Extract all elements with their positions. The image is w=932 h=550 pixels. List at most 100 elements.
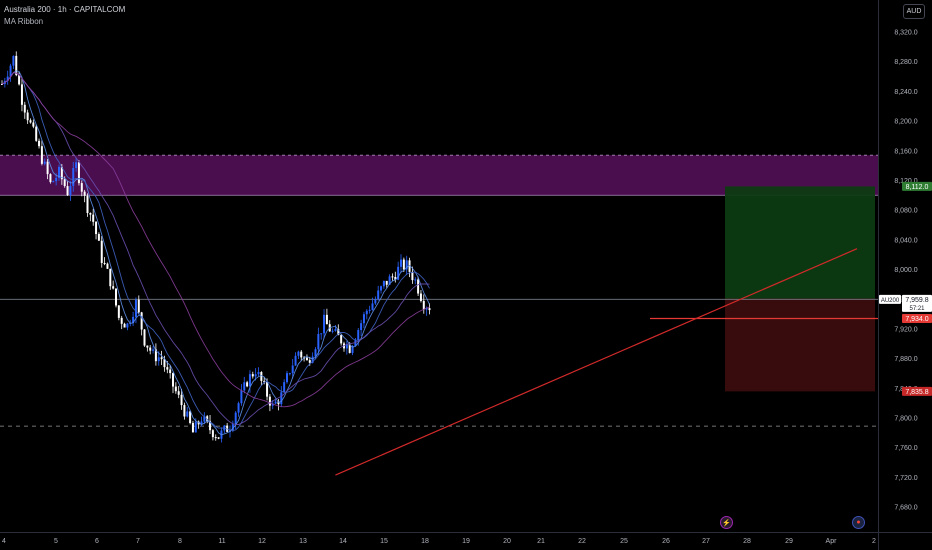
candle-body xyxy=(134,299,137,317)
time-tick-label: 26 xyxy=(662,538,670,545)
candle-body xyxy=(206,416,209,421)
time-tick-label: 27 xyxy=(702,538,710,545)
candle-body xyxy=(354,340,357,347)
candle-body xyxy=(254,374,257,377)
candle-body xyxy=(246,382,249,387)
candle-body xyxy=(422,300,425,310)
last-price-tag xyxy=(902,294,932,312)
candle-body xyxy=(351,346,354,353)
candle-body xyxy=(411,271,414,281)
price-tick-label: 8,080.0 xyxy=(894,208,917,215)
candle-body xyxy=(362,314,365,324)
stop-price-tag xyxy=(902,386,932,396)
candle-body xyxy=(92,214,95,222)
candle-body xyxy=(180,394,183,406)
candle-body xyxy=(243,382,246,391)
time-tick-label: 25 xyxy=(620,538,628,545)
price-axis[interactable]: 7,680.07,720.07,760.07,800.07,840.07,880… xyxy=(879,30,932,512)
candle-body xyxy=(157,357,160,362)
time-tick-label: 19 xyxy=(462,538,470,545)
candle-body xyxy=(6,76,9,81)
price-tick-label: 7,680.0 xyxy=(894,505,917,512)
candle-body xyxy=(385,280,388,285)
ma-ribbon-line-5 xyxy=(1,70,430,436)
candle-body xyxy=(154,349,157,362)
candle-body xyxy=(288,373,291,375)
candle-body xyxy=(360,323,363,331)
candle-body xyxy=(331,330,334,332)
time-tick-label: 5 xyxy=(54,538,58,545)
candle-body xyxy=(132,316,135,323)
candle-body xyxy=(43,161,46,164)
candle-body xyxy=(334,329,337,331)
candle-body xyxy=(40,146,43,164)
candle-body xyxy=(200,421,203,425)
level-price-tag xyxy=(902,313,932,323)
price-tick-label: 8,000.0 xyxy=(894,267,917,274)
flag-event-icon[interactable]: ● xyxy=(852,516,865,529)
candle-body xyxy=(172,373,174,387)
candle-body xyxy=(414,279,417,281)
candle-body xyxy=(15,55,18,76)
candle-body xyxy=(419,293,422,301)
time-tick-label: 8 xyxy=(178,538,182,545)
candle-body xyxy=(340,335,343,344)
price-tick-label: 8,240.0 xyxy=(894,89,917,96)
candle-body xyxy=(231,424,234,431)
candle-body xyxy=(323,314,326,334)
candle-body xyxy=(83,191,86,196)
candle-body xyxy=(203,416,206,422)
ma-ribbon-layer xyxy=(1,70,430,436)
candle-body xyxy=(391,276,394,278)
candle-body xyxy=(260,372,263,381)
time-tick-label: 18 xyxy=(421,538,429,545)
candle-body xyxy=(140,312,143,330)
candle-body xyxy=(143,329,146,346)
candle-body xyxy=(248,374,251,387)
candle-body xyxy=(337,329,340,336)
candle-body xyxy=(106,263,109,269)
candle-body xyxy=(209,420,212,431)
price-tick-label: 8,160.0 xyxy=(894,148,917,155)
candle-body xyxy=(308,360,311,363)
time-tick-label: 20 xyxy=(503,538,511,545)
candle-body xyxy=(149,347,152,351)
candle-body xyxy=(126,323,129,328)
lightning-event-icon[interactable]: ⚡ xyxy=(720,516,733,529)
candle-body xyxy=(365,310,368,315)
candle-body xyxy=(63,179,66,187)
candle-body xyxy=(425,308,428,310)
time-axis[interactable]: 4 5 6 7 8 11 12 13 14 15 18 19 20 21 22 25 26 27 28 29 Apr 2 xyxy=(2,538,876,545)
candle-body xyxy=(286,373,288,383)
candle-body xyxy=(38,140,41,147)
candle-body xyxy=(428,308,431,311)
candle-body xyxy=(194,421,197,433)
price-tick-label: 8,320.0 xyxy=(894,30,917,37)
candle-body xyxy=(69,185,72,196)
currency-button[interactable]: AUD xyxy=(903,4,925,19)
symbol-price-tag xyxy=(879,294,901,304)
candle-body xyxy=(320,333,323,335)
time-tick-label: 21 xyxy=(537,538,545,545)
candle-body xyxy=(211,430,214,438)
symbol-price-tag-text: AU200 xyxy=(881,298,900,304)
candle-body xyxy=(112,286,115,289)
candle-body xyxy=(9,65,12,77)
candle-body xyxy=(186,411,189,417)
candle-body xyxy=(311,356,314,363)
candle-body xyxy=(20,84,23,105)
candle-body xyxy=(237,403,240,413)
candle-body xyxy=(305,357,308,361)
candle-body xyxy=(137,299,140,313)
candle-body xyxy=(257,372,260,375)
candle-body xyxy=(405,260,408,270)
candle-body xyxy=(75,162,78,168)
price-tick-label: 8,280.0 xyxy=(894,59,917,66)
candle-body xyxy=(95,221,98,235)
indicator-legend-ma-ribbon[interactable]: MA Ribbon xyxy=(4,17,44,26)
candle-body xyxy=(29,120,32,123)
candle-body xyxy=(214,437,217,439)
candle-body xyxy=(26,112,29,121)
